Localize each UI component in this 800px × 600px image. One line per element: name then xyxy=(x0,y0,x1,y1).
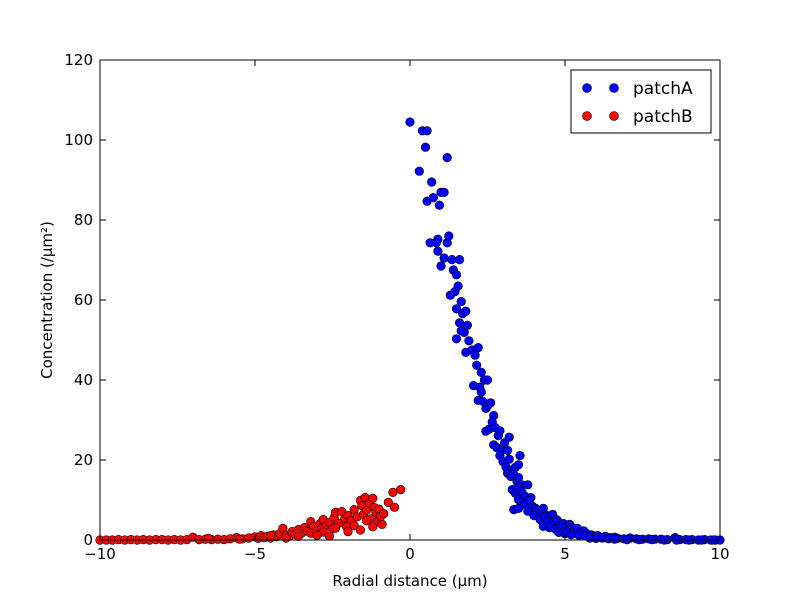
y-tick-label: 20 xyxy=(74,451,93,469)
data-point-patchB xyxy=(343,526,353,537)
data-point-patchB xyxy=(265,530,276,541)
data-point-patchA xyxy=(456,297,466,307)
y-tick-label: 100 xyxy=(64,131,93,149)
data-point-patchA xyxy=(523,480,533,490)
data-point-patchA xyxy=(451,270,462,280)
data-point-patchA xyxy=(462,320,473,330)
x-tick-label: −10 xyxy=(84,545,116,563)
x-tick-label: −5 xyxy=(244,545,266,563)
data-point-patchA xyxy=(433,246,443,256)
data-point-patchB xyxy=(234,534,245,544)
data-point-patchA xyxy=(523,506,533,516)
y-tick-label: 60 xyxy=(74,291,93,309)
data-point-patchA xyxy=(504,454,514,464)
data-point-patchB xyxy=(362,516,372,526)
data-point-patchA xyxy=(515,451,525,461)
data-point-patchA xyxy=(405,117,415,127)
data-point-patchB xyxy=(396,485,406,495)
data-point-patchA xyxy=(456,326,466,336)
data-point-patchA xyxy=(609,534,620,544)
data-point-patchA xyxy=(504,432,514,442)
data-point-patchA xyxy=(461,306,471,316)
data-point-patchA xyxy=(486,398,496,408)
data-point-patchA xyxy=(482,375,493,385)
data-point-patchA xyxy=(447,255,457,265)
data-point-patchA xyxy=(473,343,483,353)
data-point-patchB xyxy=(324,531,335,541)
data-point-patchA xyxy=(436,261,446,271)
data-point-patchB xyxy=(293,531,304,542)
legend-box xyxy=(570,69,712,134)
legend-marker-patchB xyxy=(582,111,592,121)
y-axis-label: Concentration (/μm²) xyxy=(38,221,56,379)
plot-area xyxy=(99,59,721,541)
y-tick-label: 120 xyxy=(64,51,93,69)
data-point-patchA xyxy=(442,153,452,163)
x-axis-label: Radial distance (μm) xyxy=(332,572,487,590)
legend-label-patchB: patchB xyxy=(633,107,693,127)
data-point-patchB xyxy=(203,533,214,544)
data-point-patchB xyxy=(389,502,400,512)
data-point-patchB xyxy=(355,525,366,535)
y-tick-label: 80 xyxy=(74,211,93,229)
legend-marker-patchA xyxy=(609,83,619,93)
data-point-patchA xyxy=(455,255,465,265)
x-tick-label: 5 xyxy=(560,545,570,563)
data-point-patchA xyxy=(444,231,454,241)
data-point-patchA xyxy=(476,387,486,397)
y-tick-label: 40 xyxy=(74,371,93,389)
data-point-patchA xyxy=(472,360,482,370)
data-point-patchA xyxy=(425,238,435,248)
data-point-patchB xyxy=(312,530,322,540)
data-point-patchA xyxy=(513,503,524,514)
data-point-patchA xyxy=(503,445,513,456)
legend-marker-patchA xyxy=(582,83,592,93)
data-point-patchA xyxy=(451,304,462,314)
data-point-patchA xyxy=(427,177,437,187)
data-point-patchA xyxy=(428,193,438,203)
data-point-patchB xyxy=(383,497,393,508)
data-point-patchA xyxy=(439,253,449,263)
data-point-patchB xyxy=(368,493,378,504)
data-point-patchA xyxy=(453,281,463,291)
data-point-patchA xyxy=(439,187,449,197)
data-point-patchB xyxy=(331,523,341,533)
plot-border xyxy=(99,59,721,541)
data-point-patchA xyxy=(422,126,432,136)
data-point-patchA xyxy=(566,530,576,540)
legend: patchA patchB xyxy=(570,69,712,134)
data-point-patchA xyxy=(414,166,424,176)
data-point-patchA xyxy=(451,334,462,344)
data-point-patchA xyxy=(420,142,431,152)
data-point-patchB xyxy=(379,508,389,519)
legend-marker-patchB xyxy=(609,111,619,121)
data-point-patchA xyxy=(434,200,445,210)
data-point-patchB xyxy=(377,519,387,530)
data-point-patchA xyxy=(464,336,474,346)
x-tick-label: 0 xyxy=(405,545,415,563)
data-point-patchB xyxy=(368,522,378,532)
data-point-patchB xyxy=(281,533,291,543)
x-tick-label: 10 xyxy=(710,545,729,563)
y-tick-label: 0 xyxy=(83,531,93,549)
legend-label-patchA: patchA xyxy=(633,79,693,99)
data-point-patchA xyxy=(455,318,465,328)
data-point-patchA xyxy=(495,426,505,436)
data-point-patchB xyxy=(388,487,398,498)
data-point-patchB xyxy=(349,520,359,531)
data-point-patchA xyxy=(513,460,524,470)
